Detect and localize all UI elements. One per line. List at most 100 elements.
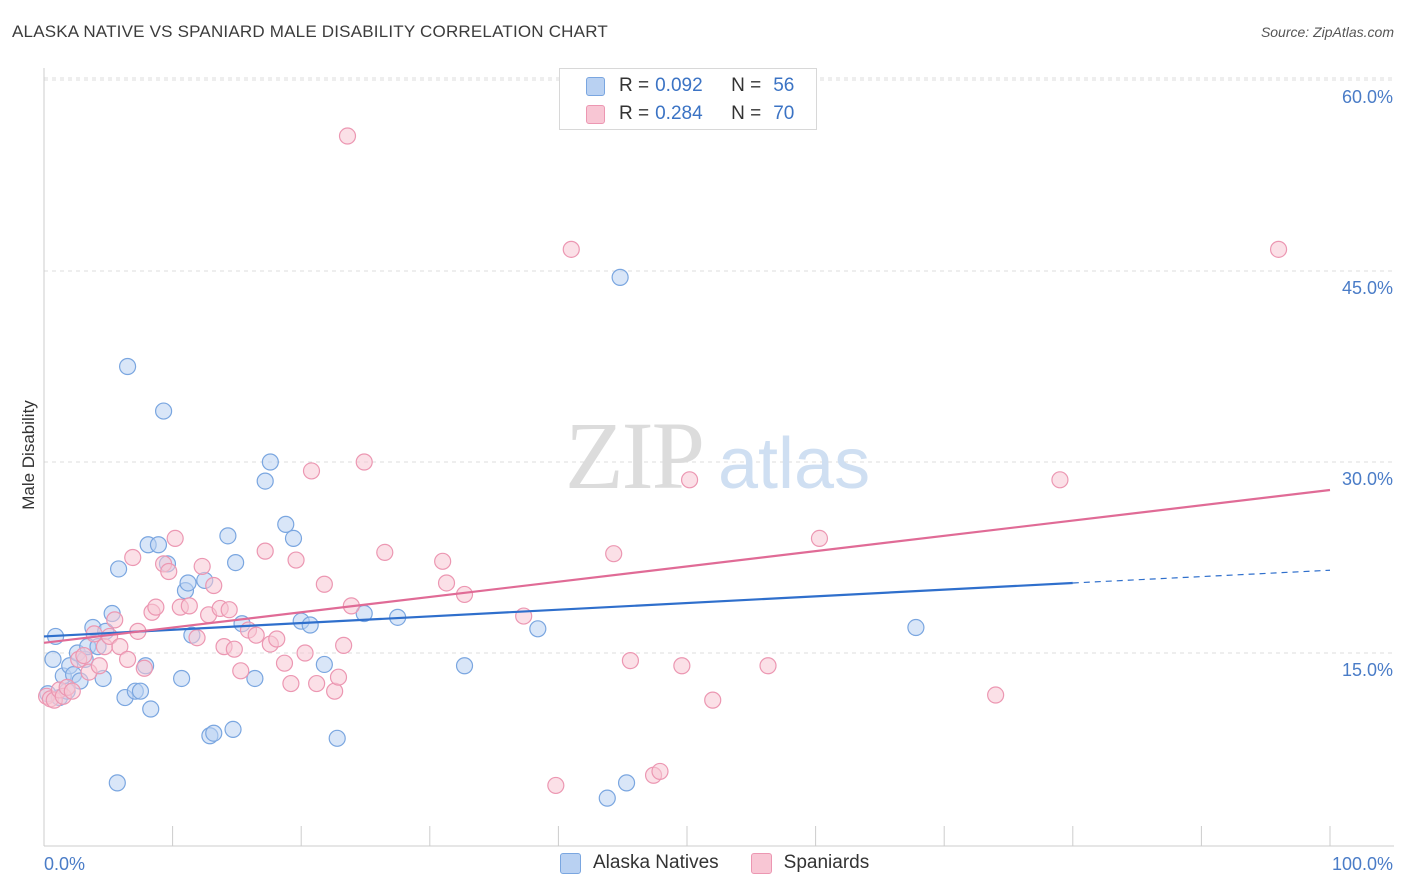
spaniard-point (621, 652, 640, 670)
spaniard-point (329, 668, 348, 686)
trend-lines (43, 488, 1331, 644)
spaniard-point (160, 562, 178, 581)
n-value: 70 (773, 103, 795, 124)
spaniard-point (547, 776, 565, 795)
spaniard-point (759, 657, 777, 675)
alaska-native-point (617, 774, 636, 792)
tick-labels: 15.0% 30.0% 45.0% 60.0% 0.0% 100.0% (44, 87, 1393, 874)
alaska-native-point (205, 724, 223, 742)
alaska-native-point (179, 574, 197, 592)
spaniard-point (282, 674, 300, 693)
x-tick-label: 100.0% (1332, 854, 1393, 874)
spaniard-point (338, 127, 357, 145)
spaniard-point (188, 629, 206, 647)
alaska-native-point (44, 650, 62, 668)
spaniard-point (193, 557, 211, 576)
r-value: 0.092 (655, 75, 703, 96)
legend-label-alaska: Alaska Natives (593, 852, 719, 873)
alaska-native-point (118, 357, 137, 376)
watermark: ZIP atlas (565, 402, 870, 509)
spaniard-point (180, 597, 198, 615)
spaniard-point (232, 662, 250, 680)
y-tick-label: 15.0% (1342, 660, 1393, 680)
spaniard-point (256, 542, 274, 560)
alaska-native-point (284, 529, 303, 548)
r-value: 0.284 (655, 103, 703, 124)
trend-line-spaniards (43, 488, 1331, 644)
y-tick-label: 45.0% (1342, 278, 1393, 298)
alaska-native-point (256, 472, 274, 490)
alaska-native-point (173, 669, 191, 688)
legend-swatch-alaska (560, 852, 581, 874)
spaniard-point (166, 529, 184, 548)
r-label: R = (619, 75, 650, 96)
spaniard-point (308, 674, 326, 693)
alaska-native-point (108, 774, 126, 792)
spaniard-point (147, 598, 165, 616)
spaniard-point (680, 471, 699, 489)
spaniard-point (335, 636, 353, 654)
spaniard-point (287, 551, 305, 569)
spaniard-point (810, 529, 829, 548)
alaska-native-point (598, 789, 616, 807)
spaniard-point (90, 657, 108, 675)
trend-line-alaska-natives (43, 581, 1073, 638)
spaniard-point (247, 626, 265, 644)
n-label: N = (731, 103, 762, 124)
alaska-native-point (154, 402, 173, 420)
spaniard-point (302, 462, 321, 480)
spaniard-point (205, 576, 223, 595)
y-axis-label: Male Disability (19, 400, 38, 510)
spaniard-point (296, 644, 314, 662)
spaniard-point (605, 545, 623, 563)
alaska-native-point (227, 553, 245, 572)
legend-item-spaniards[interactable]: Spaniards (750, 852, 870, 874)
trend-line-alaska-natives-extension (1072, 569, 1331, 584)
spaniard-point (434, 552, 452, 570)
spaniard-point (220, 601, 238, 619)
legend-label-spaniards: Spaniards (783, 852, 870, 873)
spaniard-point (1051, 471, 1069, 489)
legend-series: Alaska Natives Spaniards (560, 852, 901, 874)
axes (43, 68, 1394, 847)
legend-item-alaska-natives[interactable]: Alaska Natives (560, 852, 719, 874)
spaniard-point (111, 638, 129, 656)
grid-lines (44, 77, 1394, 654)
spaniard-point (106, 611, 124, 629)
spaniard-point (376, 543, 394, 562)
legend-swatch-spaniards (750, 852, 772, 874)
source-credit: Source: ZipAtlas.com (1260, 24, 1394, 40)
alaska-native-point (328, 729, 346, 747)
r-label: R = (619, 103, 650, 124)
watermark-atlas: atlas (718, 424, 870, 504)
alaska-native-point (611, 268, 629, 286)
spaniard-point (1269, 240, 1288, 258)
spaniard-point (704, 691, 722, 709)
alaska-native-point (142, 700, 160, 718)
spaniard-point (75, 646, 93, 665)
n-label: N = (731, 75, 762, 96)
x-tick-label: 0.0% (44, 854, 85, 874)
alaska-native-point (149, 536, 168, 554)
alaska-native-point (315, 655, 333, 674)
alaska-native-point (277, 515, 295, 533)
spaniard-point (63, 682, 81, 700)
y-tick-label: 30.0% (1342, 469, 1393, 489)
n-value: 56 (773, 75, 795, 96)
chart-title: ALASKA NATIVE VS SPANIARD MALE DISABILIT… (12, 22, 608, 41)
alaska-native-point (219, 527, 237, 545)
spaniard-point (118, 650, 137, 668)
legend-correlation: R = 0.092 N = 56 R = 0.284 N = 70 (559, 68, 817, 130)
alaska-native-point (907, 618, 925, 637)
legend-row-spaniards: R = 0.284 N = 70 (586, 100, 794, 128)
alaska-native-point (109, 560, 128, 578)
alaska-native-point (131, 682, 150, 700)
alaska-native-point (529, 620, 547, 638)
spaniard-point (135, 659, 153, 677)
spaniard-point (275, 654, 294, 672)
spaniard-point (225, 640, 243, 658)
data-points (37, 127, 1288, 807)
spaniard-point (987, 686, 1005, 704)
spaniard-point (673, 657, 691, 675)
